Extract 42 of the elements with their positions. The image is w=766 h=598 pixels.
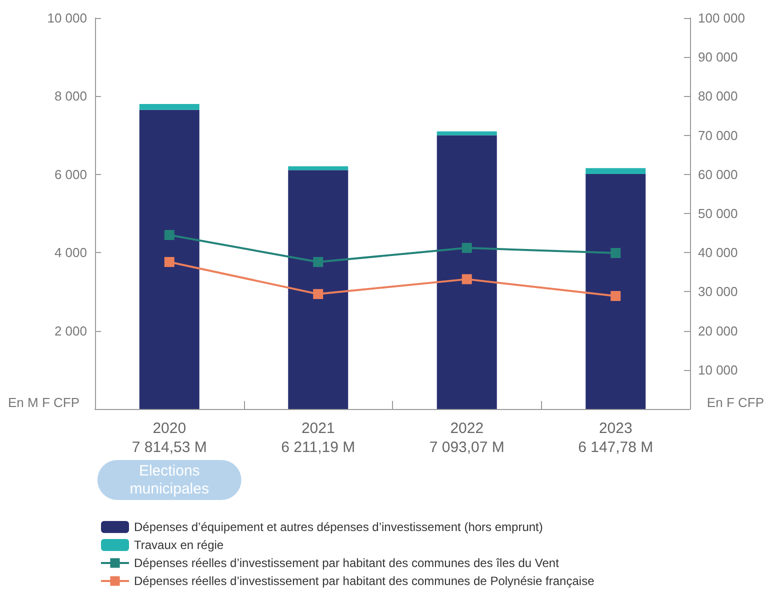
x-tick-label: 2020 7 814,53 M [132,420,207,456]
legend-label: Dépenses réelles d’investissement par habitant des communes de Polynésie française [134,574,595,588]
point [313,289,324,300]
bar [139,110,200,409]
y2-tick-label: 10 000 [698,362,738,378]
x-tick-label: 2023 6 147,78 M [578,420,654,456]
point [164,256,174,267]
y2-tick-label: 30 000 [698,284,738,300]
y2-tick-label: 60 000 [698,166,738,182]
y2-tick-label: 40 000 [698,245,738,260]
bar [586,174,646,409]
bar [139,104,200,110]
y-tick-label: 10 000 [47,10,87,26]
bar [586,168,646,174]
y-axis-title: En M F CFP [8,395,80,410]
point [610,291,621,301]
bar [288,170,348,409]
y2-tick-label: 80 000 [698,88,738,104]
y-tick-label: 4 000 [54,245,87,260]
y2-tick-label: 90 000 [698,50,738,65]
y2-tick-label: 70 000 [698,128,738,143]
text: Elections municipales [130,462,209,498]
y2-tick-label: 20 000 [698,323,738,338]
y2-tick-label: 50 000 [698,206,738,221]
legend-label: Dépenses d’équipement et autres dépenses d’investissement (hors emprunt) [134,520,543,534]
bar [288,166,348,170]
y-tick-label: 8 000 [54,88,87,104]
point [462,242,472,253]
y-tick-label: 2 000 [54,323,87,338]
bar [436,135,497,409]
point [610,248,621,258]
y2-tick-label: 100 000 [698,10,745,26]
legend-label: Travaux en régie [134,538,224,552]
y2-axis-title: En F CFP [706,395,764,410]
point [164,230,174,240]
legend-label: Dépenses réelles d’investissement par habitant des communes des îles du Vent [134,556,560,570]
x-tick-label: 2021 6 211,19 M [281,420,356,456]
y-tick-label: 6 000 [54,166,87,182]
x-tick-label: 2022 7 093,07 M [429,420,504,456]
point [313,256,324,267]
bar [436,131,497,136]
point [462,274,472,284]
